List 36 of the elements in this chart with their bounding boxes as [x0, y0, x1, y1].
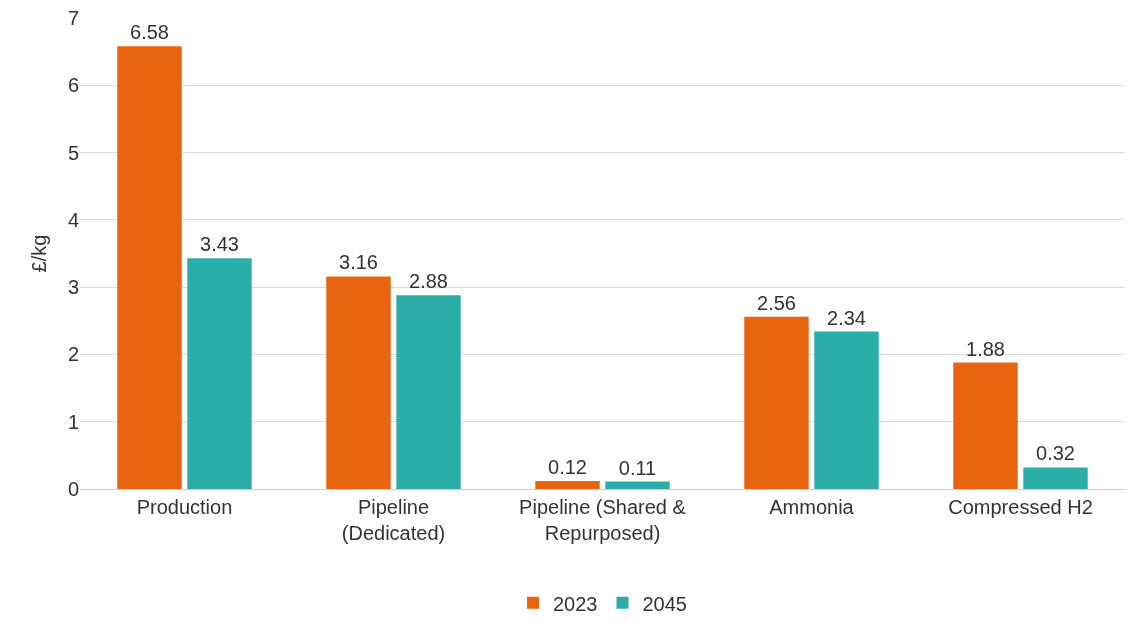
bar [744, 316, 809, 489]
data-label: 2.56 [757, 291, 796, 314]
bar [187, 258, 252, 489]
data-label: 0.11 [618, 456, 657, 479]
x-tick-label: Pipeline (Dedicated) [341, 496, 446, 544]
y-tick-label: 4 [67, 208, 79, 231]
bar [535, 480, 600, 489]
legend-label: 2023 [553, 592, 598, 615]
legend-label: 2045 [642, 592, 687, 615]
data-label: 1.88 [966, 337, 1005, 360]
y-tick-label: 1 [67, 410, 79, 433]
bar [326, 276, 391, 489]
bar [605, 481, 670, 489]
bar [117, 46, 182, 489]
y-tick-label: 6 [67, 74, 79, 97]
x-tick-label: Compressed H2 [948, 496, 1093, 518]
data-label: 3.16 [339, 251, 378, 274]
y-tick-label: 2 [67, 343, 79, 366]
y-tick-label: 7 [67, 7, 79, 29]
y-axis-title: £/kg [28, 234, 51, 273]
data-label: 0.12 [548, 455, 587, 478]
data-label: 0.32 [1036, 442, 1075, 465]
data-label: 2.88 [409, 270, 448, 293]
data-label: 2.34 [827, 306, 866, 329]
bar [1023, 467, 1088, 489]
y-tick-label: 0 [67, 478, 79, 500]
bar [396, 295, 461, 489]
bar [814, 331, 879, 489]
y-tick-label: 3 [67, 276, 79, 299]
x-tick-label: Production [136, 496, 233, 518]
bar [953, 362, 1018, 489]
data-label: 3.43 [200, 233, 239, 256]
x-tick-label: Ammonia [769, 496, 855, 518]
data-label: 6.58 [130, 21, 169, 44]
y-tick-label: 5 [67, 141, 79, 164]
x-tick-label: Pipeline (Shared & Repurposed) [519, 496, 687, 544]
